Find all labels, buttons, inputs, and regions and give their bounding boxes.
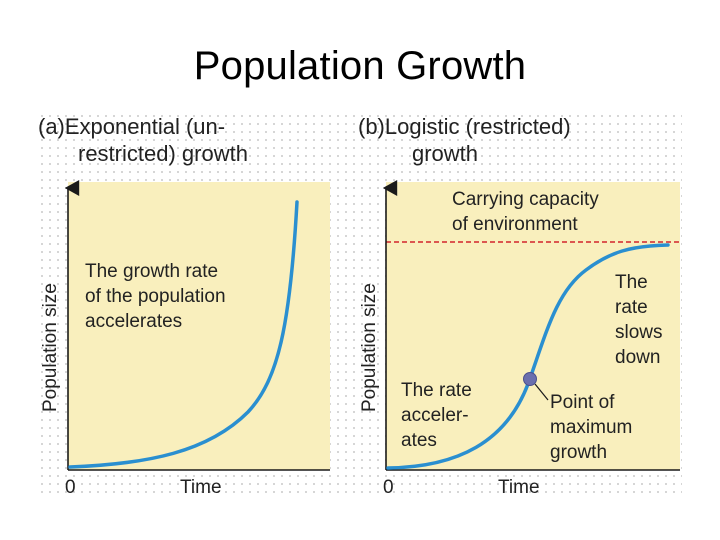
inflection-leader-line (534, 383, 549, 401)
panel-b-plot-area (386, 182, 680, 470)
panel-a-y-axis-label: Population size (40, 283, 61, 412)
accelerates-label-line1: The rate (401, 380, 472, 401)
carrying-capacity-label-line2: of environment (452, 214, 578, 235)
slide-title: Population Growth (193, 44, 527, 88)
accelerates-label-line2: acceler- (401, 405, 469, 426)
panel-a: (a)Exponential (un- restricted) growth T… (38, 114, 330, 494)
inflection-point (523, 372, 537, 386)
panel-b-x-axis-label: Time (498, 477, 540, 494)
panel-a-origin-label: 0 (65, 477, 76, 494)
slows-down-label-line1: The (615, 272, 648, 293)
panel-a-note-line1: The growth rate (85, 261, 218, 282)
panel-b: (b)Logistic (restricted) growth Carrying… (358, 114, 680, 494)
slows-down-label-line2: rate (615, 297, 648, 318)
exponential-curve (68, 200, 299, 469)
inflection-label-line2: maximum (550, 417, 632, 438)
inflection-label-line1: Point of (550, 392, 615, 413)
panel-a-note-line3: accelerates (85, 311, 182, 332)
panel-a-x-axis-label: Time (180, 477, 222, 494)
panel-a-note-line2: of the population (85, 286, 226, 307)
panel-b-heading-line1: (b)Logistic (restricted) (358, 114, 571, 139)
panel-b-heading-line2: growth (412, 141, 478, 166)
panel-b-origin-label: 0 (383, 477, 394, 494)
accelerates-label-line3: ates (401, 430, 437, 451)
inflection-label-line3: growth (550, 442, 607, 463)
carrying-capacity-label-line1: Carrying capacity (452, 189, 599, 210)
panel-a-heading-line1: (a)Exponential (un- (38, 114, 225, 139)
slows-down-label-line4: down (615, 347, 660, 368)
logistic-curve (386, 243, 670, 470)
population-growth-figure: (a)Exponential (un- restricted) growth T… (38, 112, 682, 494)
panel-b-y-axis-label: Population size (359, 283, 380, 412)
panel-a-heading-line2: restricted) growth (78, 141, 248, 166)
panel-a-plot-area (68, 182, 330, 470)
growth-diagram-svg: (a)Exponential (un- restricted) growth T… (38, 114, 680, 494)
slows-down-label-line3: slows (615, 322, 663, 343)
